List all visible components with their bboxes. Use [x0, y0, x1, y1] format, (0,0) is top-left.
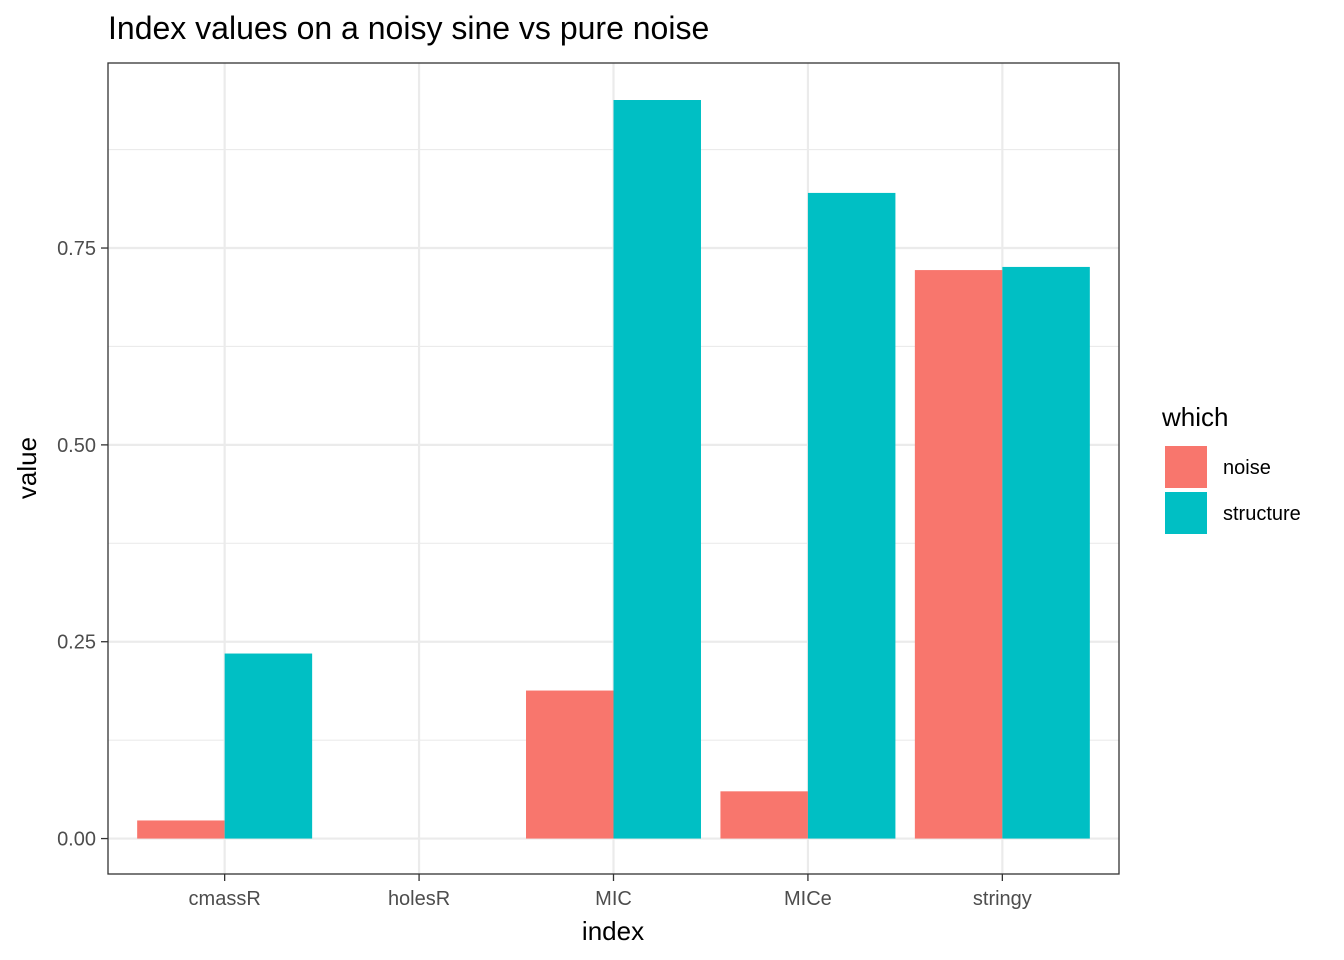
legend-label-structure: structure [1223, 503, 1301, 525]
x-axis: cmassR holesR MIC MICe stringy [189, 874, 1032, 910]
bar-noise-MIC [526, 690, 614, 839]
legend: which noise structure [1161, 402, 1301, 534]
legend-label-noise: noise [1223, 457, 1271, 479]
x-tick-label: cmassR [189, 888, 261, 910]
y-axis-title: value [12, 437, 42, 499]
bar-structure-MIC [613, 100, 701, 839]
plot-panel [107, 62, 1120, 875]
x-axis-title: index [582, 916, 644, 946]
bar-noise-MICe [720, 791, 808, 839]
y-tick-label: 0.00 [57, 829, 96, 851]
x-tick-label: MIC [595, 888, 632, 910]
bar-structure-stringy [1002, 266, 1090, 839]
bar-structure-cmassR [224, 653, 313, 839]
y-axis: 0.00 0.25 0.50 0.75 [57, 238, 108, 851]
legend-key-structure [1165, 492, 1207, 534]
bar-noise-stringy [914, 270, 1003, 839]
bar-noise-cmassR [137, 820, 225, 839]
bars [137, 100, 1090, 839]
x-tick-label: stringy [973, 888, 1032, 910]
bar-structure-MICe [807, 192, 896, 839]
legend-title: which [1161, 402, 1228, 432]
legend-key-noise [1165, 446, 1207, 488]
y-tick-label: 0.25 [57, 632, 96, 654]
x-tick-label: MICe [784, 888, 832, 910]
chart-title: Index values on a noisy sine vs pure noi… [108, 10, 709, 46]
y-tick-label: 0.50 [57, 435, 96, 457]
x-tick-label: holesR [388, 888, 450, 910]
y-tick-label: 0.75 [57, 238, 96, 260]
